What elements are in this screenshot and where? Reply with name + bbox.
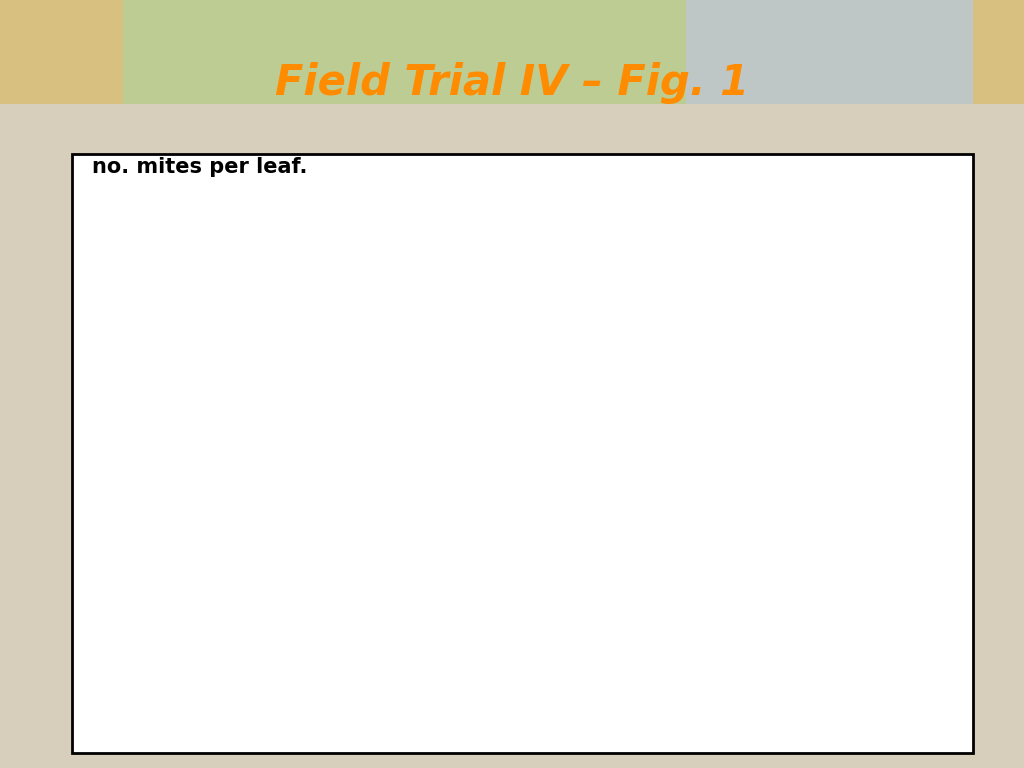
Text: b: b: [681, 617, 692, 635]
FancyBboxPatch shape: [773, 357, 799, 389]
Bar: [157, 526, 194, 645]
Text: / /: / /: [816, 310, 836, 329]
Bar: [118, 591, 155, 645]
Bar: [377, 642, 414, 645]
Text: b: b: [429, 618, 440, 636]
Bar: [590, 641, 627, 645]
Text: b: b: [602, 616, 613, 634]
Text: a: a: [350, 537, 361, 555]
Text: b: b: [642, 502, 653, 521]
FancyBboxPatch shape: [123, 0, 686, 104]
Text: a: a: [210, 220, 220, 238]
Text: no. mites per leaf.: no. mites per leaf.: [92, 157, 307, 177]
FancyBboxPatch shape: [0, 0, 1024, 104]
FancyBboxPatch shape: [773, 195, 799, 227]
Text: / /: / /: [816, 201, 836, 220]
Bar: [550, 561, 587, 645]
Bar: [456, 642, 493, 645]
FancyBboxPatch shape: [773, 249, 799, 281]
FancyBboxPatch shape: [123, 0, 686, 104]
Bar: [669, 642, 706, 645]
FancyBboxPatch shape: [773, 303, 799, 335]
Text: a: a: [249, 527, 260, 545]
Bar: [337, 576, 374, 645]
Text: / /: / /: [816, 255, 836, 274]
Text: a: a: [130, 554, 141, 573]
Text: Field Trial IV – Fig. 1: Field Trial IV – Fig. 1: [274, 61, 750, 104]
FancyBboxPatch shape: [686, 0, 973, 104]
Bar: [416, 643, 453, 645]
Text: b: b: [389, 617, 400, 635]
Bar: [197, 269, 233, 645]
Text: / /: / /: [816, 363, 836, 382]
Text: a: a: [563, 519, 573, 538]
Bar: [237, 561, 273, 645]
Text: b: b: [468, 617, 479, 635]
Bar: [629, 541, 666, 645]
Text: a: a: [170, 485, 181, 502]
